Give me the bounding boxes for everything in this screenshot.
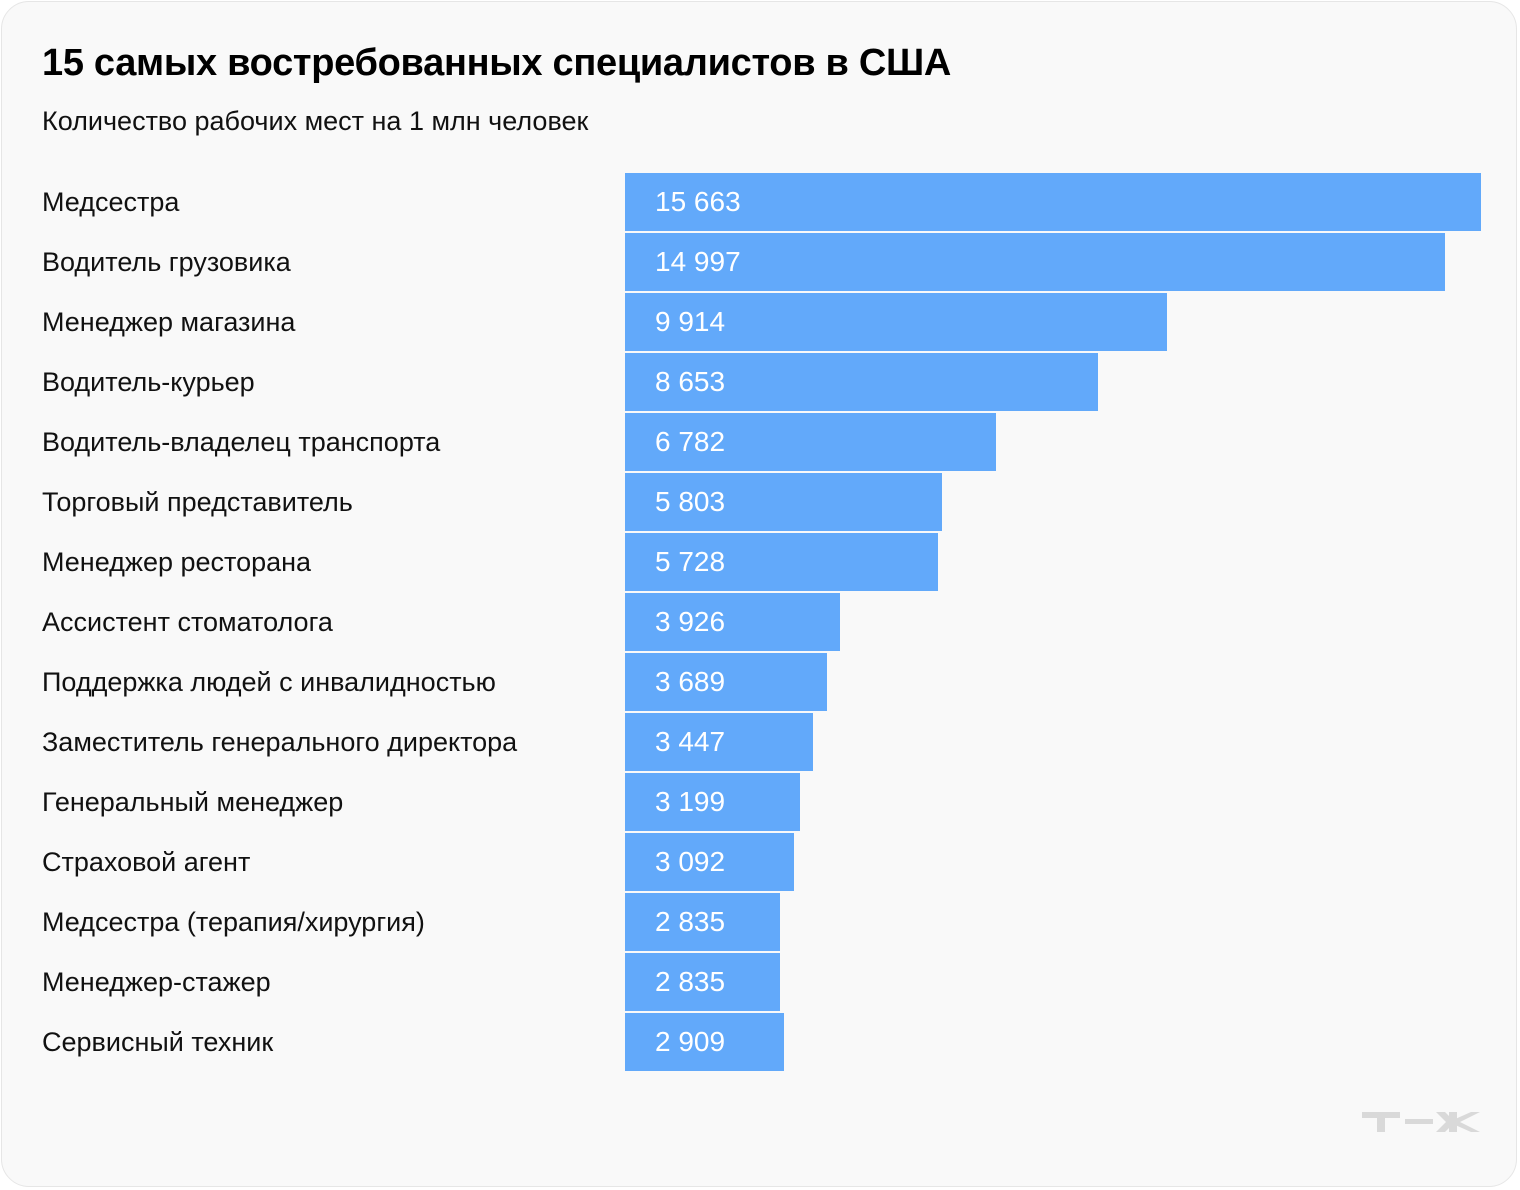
bar	[625, 173, 1481, 231]
bar	[625, 293, 1167, 351]
category-label: Заместитель генерального директора	[42, 727, 518, 757]
bar	[625, 1013, 784, 1071]
bar-value-label: 3 447	[655, 726, 726, 757]
category-label: Водитель-владелец транспорта	[42, 427, 441, 457]
bar-value-label: 9 914	[655, 306, 726, 337]
category-label: Ассистент стоматолога	[42, 607, 333, 637]
bar	[625, 773, 800, 831]
bar-value-label: 3 926	[655, 606, 726, 637]
bar-value-label: 3 199	[655, 786, 726, 817]
chart-title: 15 самых востребованных специалистов в С…	[42, 42, 952, 84]
tzh-logo	[1362, 1112, 1480, 1132]
bar-value-label: 5 803	[655, 486, 726, 517]
bar	[625, 953, 780, 1011]
bar	[625, 653, 827, 711]
category-label: Страховой агент	[42, 847, 251, 877]
category-label: Генеральный менеджер	[42, 787, 344, 817]
bar	[625, 893, 780, 951]
bar-value-label: 2 835	[655, 966, 726, 997]
category-label: Менеджер магазина	[42, 307, 296, 337]
bar-value-label: 14 997	[655, 246, 741, 277]
category-label: Водитель-курьер	[42, 367, 255, 397]
bar-value-label: 6 782	[655, 426, 726, 457]
bar-value-label: 3 689	[655, 666, 726, 697]
category-label: Сервисный техник	[42, 1027, 274, 1057]
bar	[625, 713, 814, 771]
category-label: Торговый представитель	[42, 487, 353, 517]
category-label: Поддержка людей с инвалидностью	[42, 667, 496, 697]
category-label: Водитель грузовика	[42, 247, 291, 277]
bar-value-label: 2 835	[655, 906, 726, 937]
bar	[625, 353, 1098, 411]
bar-value-label: 8 653	[655, 366, 726, 397]
chart-subtitle: Количество рабочих мест на 1 млн человек	[42, 106, 589, 136]
bar	[625, 593, 840, 651]
bar-value-label: 2 909	[655, 1026, 726, 1057]
category-label: Менеджер-стажер	[42, 967, 271, 997]
bar-value-label: 5 728	[655, 546, 726, 577]
bar-value-label: 15 663	[655, 186, 741, 217]
bar	[625, 413, 996, 471]
bar	[625, 233, 1445, 291]
category-label: Медсестра (терапия/хирургия)	[42, 907, 425, 937]
bar	[625, 473, 943, 531]
bar	[625, 533, 939, 591]
category-label: Менеджер ресторана	[42, 547, 312, 577]
bar	[625, 833, 794, 891]
bar-value-label: 3 092	[655, 846, 726, 877]
category-label: Медсестра	[42, 187, 180, 217]
